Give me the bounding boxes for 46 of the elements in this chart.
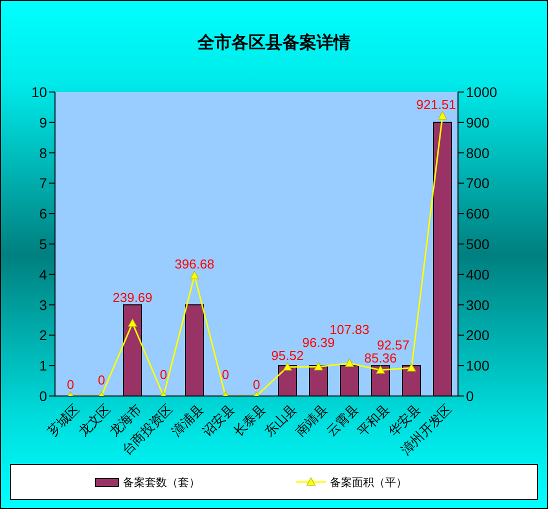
point: [190, 270, 199, 280]
y-tick-label: 4: [39, 266, 48, 282]
y2-tick-label: 900: [466, 114, 490, 130]
y2-tick-label: 0: [466, 388, 474, 404]
data-label: 107.83: [330, 322, 370, 337]
data-label: 0: [252, 377, 260, 392]
data-label: 0: [222, 366, 230, 382]
legend-label: 备案套数（套）: [123, 476, 200, 490]
y2-tick-label: 500: [466, 236, 490, 252]
y-tick-label: 10: [31, 84, 48, 100]
y-tick-label: 6: [39, 206, 48, 222]
y-tick-label: 1: [39, 358, 48, 374]
point: [376, 366, 385, 374]
data-label: 92.57: [376, 338, 410, 353]
y-tick-label: 7: [39, 175, 48, 192]
data-label: 85.36: [364, 350, 397, 366]
data-label: 239.69: [112, 290, 152, 305]
y-tick-label: 8: [39, 144, 48, 161]
y2-tick-label: 200: [466, 327, 490, 344]
data-label: 0: [98, 372, 106, 388]
point: [128, 318, 137, 327]
y2-tick-label: 400: [466, 266, 490, 282]
y2-tick-label: 300: [466, 296, 490, 313]
data-label: 921.51: [416, 96, 456, 112]
data-label: 95.52: [271, 348, 304, 363]
data-label: 0: [160, 366, 168, 382]
y-tick-label: 0: [39, 388, 48, 404]
y-tick-label: 9: [39, 114, 48, 130]
chart-title: 全市各区县备案详情: [196, 32, 352, 54]
y-tick-label: 3: [39, 296, 48, 313]
y2-tick-label: 1000: [466, 84, 498, 100]
point: [345, 358, 354, 367]
y2-tick-label: 800: [466, 144, 490, 161]
data-label: 96.39: [302, 334, 335, 350]
y2-tick-label: 600: [466, 206, 490, 222]
legend-label: 备案面积（平）: [330, 476, 407, 490]
data-label: 0: [66, 377, 74, 392]
y2-tick-label: 100: [466, 358, 490, 374]
point: [283, 362, 292, 371]
y-tick-label: 2: [39, 327, 48, 344]
point: [314, 362, 323, 370]
y-tick-label: 5: [39, 236, 48, 252]
point: [407, 363, 416, 372]
data-label: 396.68: [174, 256, 214, 272]
y2-tick-label: 700: [466, 175, 490, 192]
point: [438, 111, 447, 120]
